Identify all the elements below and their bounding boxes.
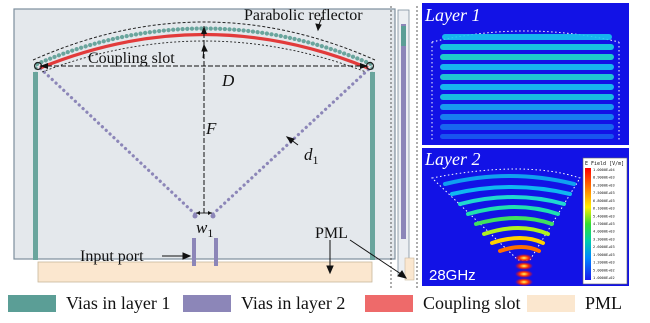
legend-item-layer1-vias: Vias in layer 1 [8,290,170,316]
legend-swatch-layer1-vias [8,294,56,312]
layer1-inset: Layer 1 [422,3,629,145]
side-via-rows [34,66,374,142]
colorbar-tick-label: 3.3000E+03 [593,237,615,241]
layer2-field-arcs [443,174,576,253]
w1-label: w1 [196,218,213,240]
d-label: D [221,71,235,90]
pml-region [37,261,373,283]
d1-label: d1 [304,145,319,167]
layer2-inset: Layer 2 28GHz E Field [V/m] 1.0000E+04 8.… [422,148,629,286]
input-port-label: Input port [80,248,144,265]
legend: Vias in layer 1 Vias in layer 2 Coupling… [0,290,650,316]
reflector-outline [32,21,376,61]
input-port-pins [192,213,218,266]
legend-item-layer2-vias: Vias in layer 2 [183,290,345,316]
colorbar-tick-label: 6.8000E+03 [593,199,615,203]
layer2-feed-hotspots [515,254,533,286]
legend-label-pml: PML [585,292,623,313]
colorbar-tick-label: 4.0000E+03 [593,230,615,234]
colorbar-title: E Field [V/m] [585,161,624,167]
colorbar-tick-label: 1.2000E+03 [593,261,615,265]
pml-label: PML [315,225,348,242]
colorbar-tick-label: 1.0000E+02 [593,276,615,280]
legend-label-coupling-slot: Coupling slot [423,292,521,313]
colorbar-tick-label: 5.4000E+03 [593,214,615,218]
parabolic-reflector-label: Parabolic reflector [244,7,363,24]
legend-swatch-pml [527,294,575,312]
frequency-label: 28GHz [429,267,476,284]
layer2-title: Layer 2 [424,149,481,169]
legend-label-layer1-vias: Vias in layer 1 [66,292,171,313]
legend-label-layer2-vias: Vias in layer 2 [241,292,346,313]
f-label: F [205,119,217,138]
colorbar-ticks: 1.0000E+04 8.9000E+03 8.2000E+03 7.5000E+03… [593,168,615,280]
legend-item-pml: PML [527,290,622,316]
layer1-title: Layer 1 [424,5,481,25]
colorbar-tick-label: 1.9000E+03 [593,253,615,257]
colorbar-tick-label: 2.6000E+03 [593,245,615,249]
colorbar-tick-label: 1.0000E+04 [593,168,615,172]
colorbar-tick-label: 5.0000E+02 [593,268,615,272]
antenna-figure: Parabolic reflector Coupling slot D F d1… [13,3,629,289]
coupling-slot-label: Coupling slot [88,50,175,67]
legend-item-coupling-slot: Coupling slot [365,290,521,316]
layer1-vias [33,72,375,260]
layer1-field-bands [440,34,614,139]
colorbar-tick-label: 6.1000E+03 [593,207,615,211]
colorbar-tick-label: 8.9000E+03 [593,176,615,180]
colorbar-tick-label: 7.5000E+03 [593,191,615,195]
annotation-arrows [162,16,408,279]
colorbar-gradient [585,168,591,280]
colorbar-tick-label: 4.7000E+03 [593,222,615,226]
colorbar-tick-label: 8.2000E+03 [593,183,615,187]
legend-swatch-layer2-vias [183,294,231,312]
legend-swatch-coupling-slot [365,294,413,312]
